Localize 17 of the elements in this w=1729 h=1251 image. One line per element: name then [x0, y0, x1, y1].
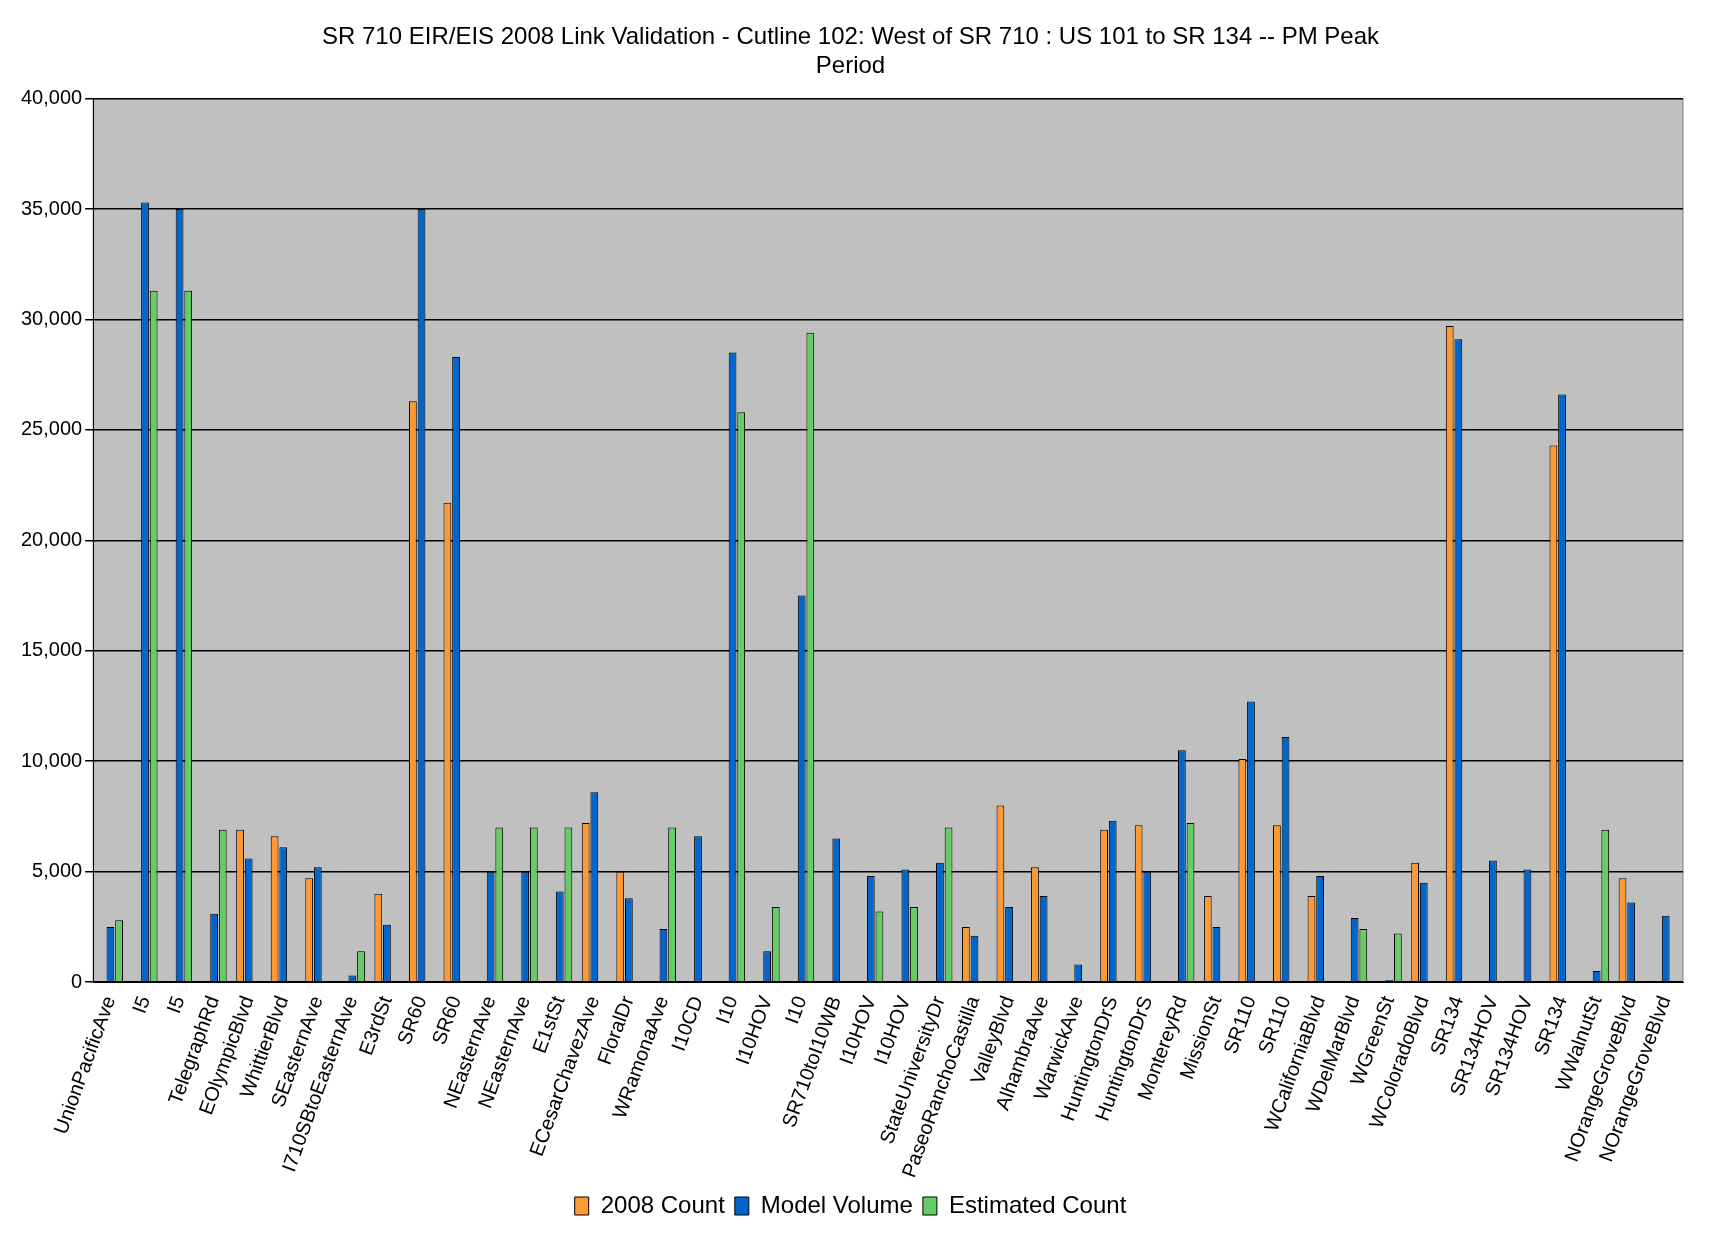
- y-tick-label: 40,000: [21, 86, 83, 109]
- x-tick-label: SR60: [392, 992, 431, 1048]
- y-tick-label: 15,000: [21, 638, 83, 661]
- legend-label: Estimated Count: [948, 1190, 1127, 1218]
- y-tick-label: 35,000: [21, 196, 83, 219]
- y-tick-label: 20,000: [21, 527, 83, 550]
- y-tick-label: 25,000: [21, 417, 83, 440]
- x-tick-label: I5: [127, 992, 154, 1017]
- legend-label: Model Volume: [760, 1190, 913, 1218]
- y-tick-label: 5,000: [32, 859, 83, 882]
- text: SR 710 EIR/EIS 2008 Link Validation - Cutline 102: West of SR 710 : US 101 to SR 134 -- PM Peak: [322, 22, 1379, 50]
- x-tick-label: I10: [711, 992, 742, 1027]
- y-tick-label: 30,000: [21, 306, 83, 329]
- y-tick-label: 10,000: [21, 748, 83, 771]
- legend-label: 2008 Count: [600, 1190, 726, 1218]
- y-tick-label: 0: [71, 969, 83, 992]
- text: Period: [815, 50, 886, 78]
